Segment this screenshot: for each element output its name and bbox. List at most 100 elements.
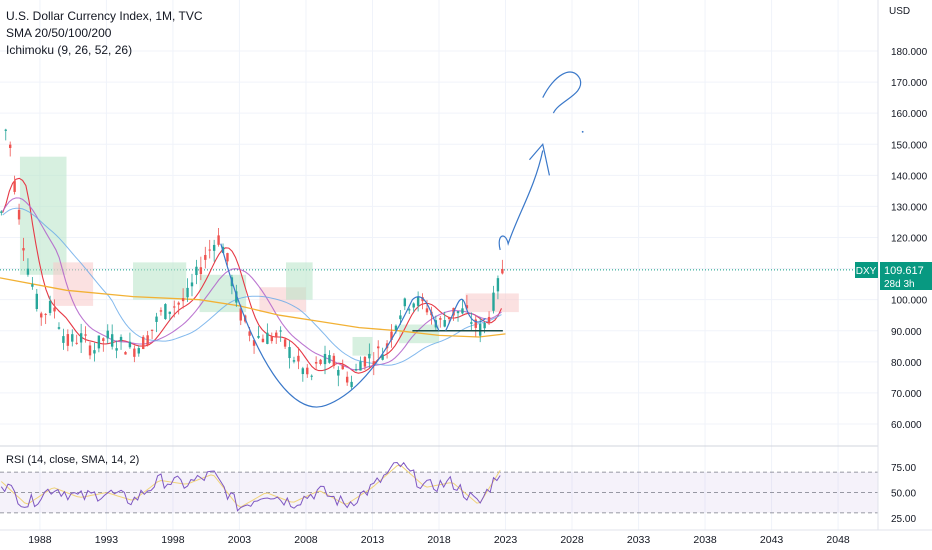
price-tick-label: 140.000	[891, 171, 928, 182]
candle-body	[62, 336, 65, 343]
candle-body	[204, 255, 207, 260]
candle-body	[0, 211, 3, 213]
last-price-badge[interactable]: DXY 109.617 28d 3h	[855, 262, 932, 290]
chart-legend[interactable]: U.S. Dollar Currency Index, 1M, TVC SMA …	[6, 8, 203, 59]
rsi-tick-label: 75.00	[891, 463, 916, 474]
price-candles	[0, 128, 504, 390]
candle-body	[319, 359, 322, 364]
rsi-pane	[0, 461, 878, 514]
candle-body	[456, 311, 460, 314]
sma-indicator-label[interactable]: SMA 20/50/100/200	[6, 26, 112, 40]
price-axis-labels[interactable]: 180.000 170.000 160.000 150.000 140.000 130.0…	[891, 47, 928, 431]
candle-body	[84, 334, 87, 336]
candle-body	[501, 269, 504, 274]
candle-body	[190, 282, 194, 287]
candle-body	[35, 293, 39, 310]
candle-body	[248, 331, 251, 336]
ichimoku-cloud-segment	[53, 262, 94, 306]
candle-body	[368, 353, 371, 359]
candle-body	[403, 298, 407, 307]
time-tick-label: 2043	[760, 534, 784, 546]
candle-body	[408, 309, 411, 311]
candle-body	[297, 355, 300, 362]
candle-body	[115, 348, 118, 351]
candle-body	[487, 316, 491, 323]
ichimoku-cloud-segment	[465, 293, 519, 313]
candle-body	[439, 318, 442, 320]
candle-body	[354, 369, 358, 371]
candle-body	[270, 336, 273, 342]
price-tick-label: 170.000	[891, 78, 928, 89]
candle-body	[447, 316, 451, 320]
candle-body	[22, 248, 25, 251]
candle-body	[177, 302, 180, 305]
candle-body	[146, 335, 149, 346]
ichimoku-cloud-segment	[286, 262, 313, 300]
question-mark-drawing	[542, 71, 582, 114]
main-grid	[0, 0, 878, 530]
ichimoku-indicator-label[interactable]: Ichimoku (9, 26, 52, 26)	[6, 43, 133, 57]
rsi-indicator-label[interactable]: RSI (14, close, SMA, 14, 2)	[6, 454, 140, 466]
projection-arrow	[498, 150, 544, 251]
candle-body	[328, 355, 331, 363]
candle-body	[478, 324, 482, 336]
price-tick-label: 90.000	[891, 327, 922, 338]
candle-body	[181, 298, 185, 302]
candle-body	[40, 313, 43, 318]
candle-body	[208, 249, 211, 251]
time-tick-label: 2038	[693, 534, 717, 546]
candle-body	[314, 362, 318, 364]
projection-arrow-head	[529, 142, 551, 176]
candle-body	[394, 325, 398, 330]
candle-body	[57, 327, 61, 329]
ichimoku-cloud-segment	[19, 156, 67, 275]
candle-body	[53, 307, 56, 312]
rsi-tick-label: 50.00	[891, 489, 916, 500]
sma200-line	[0, 277, 506, 338]
candle-body	[150, 329, 154, 331]
user-drawings[interactable]	[220, 71, 584, 408]
candle-body	[75, 342, 78, 344]
cup-drawing	[220, 243, 440, 408]
candle-body	[275, 332, 278, 338]
candle-body	[137, 348, 140, 354]
ichimoku-cloud-segment	[399, 324, 439, 344]
candle-body	[124, 352, 127, 355]
time-tick-label: 1993	[95, 534, 119, 546]
candle-body	[17, 209, 21, 220]
time-tick-label: 2023	[494, 534, 518, 546]
time-tick-label: 2033	[627, 534, 651, 546]
time-axis-labels[interactable]: 1988 1993 1998 2003 2008 2013 2018 2023 2028 2033…	[28, 534, 850, 546]
candle-body	[345, 376, 349, 383]
candle-body	[310, 375, 313, 377]
candle-body	[337, 369, 340, 376]
candle-body	[88, 345, 92, 356]
candle-body	[483, 322, 486, 329]
candle-body	[44, 313, 47, 315]
candle-body	[142, 336, 145, 350]
candle-body	[8, 144, 12, 148]
time-tick-label: 1998	[161, 534, 185, 546]
symbol-title[interactable]: U.S. Dollar Currency Index, 1M, TVC	[6, 9, 203, 23]
candle-body	[461, 308, 464, 314]
candle-body	[128, 341, 132, 348]
question-mark-dot	[581, 130, 584, 133]
candle-body	[332, 355, 336, 366]
price-tick-label: 130.000	[891, 202, 928, 213]
price-tick-label: 180.000	[891, 47, 928, 58]
price-tag-countdown: 28d 3h	[884, 279, 915, 290]
candle-body	[279, 330, 282, 332]
candle-body	[443, 320, 446, 327]
candle-body	[97, 335, 101, 349]
price-tick-label: 100.000	[891, 296, 928, 307]
rsi-axis-labels: 75.00 50.00 25.00	[891, 463, 916, 525]
candle-body	[199, 267, 203, 275]
candle-body	[421, 297, 424, 302]
candle-body	[168, 311, 172, 314]
candle-body	[474, 319, 477, 328]
ichimoku-cloud-segment	[352, 336, 373, 356]
candle-body	[283, 339, 287, 347]
candle-body	[226, 253, 229, 262]
handle-drawing	[445, 298, 486, 332]
